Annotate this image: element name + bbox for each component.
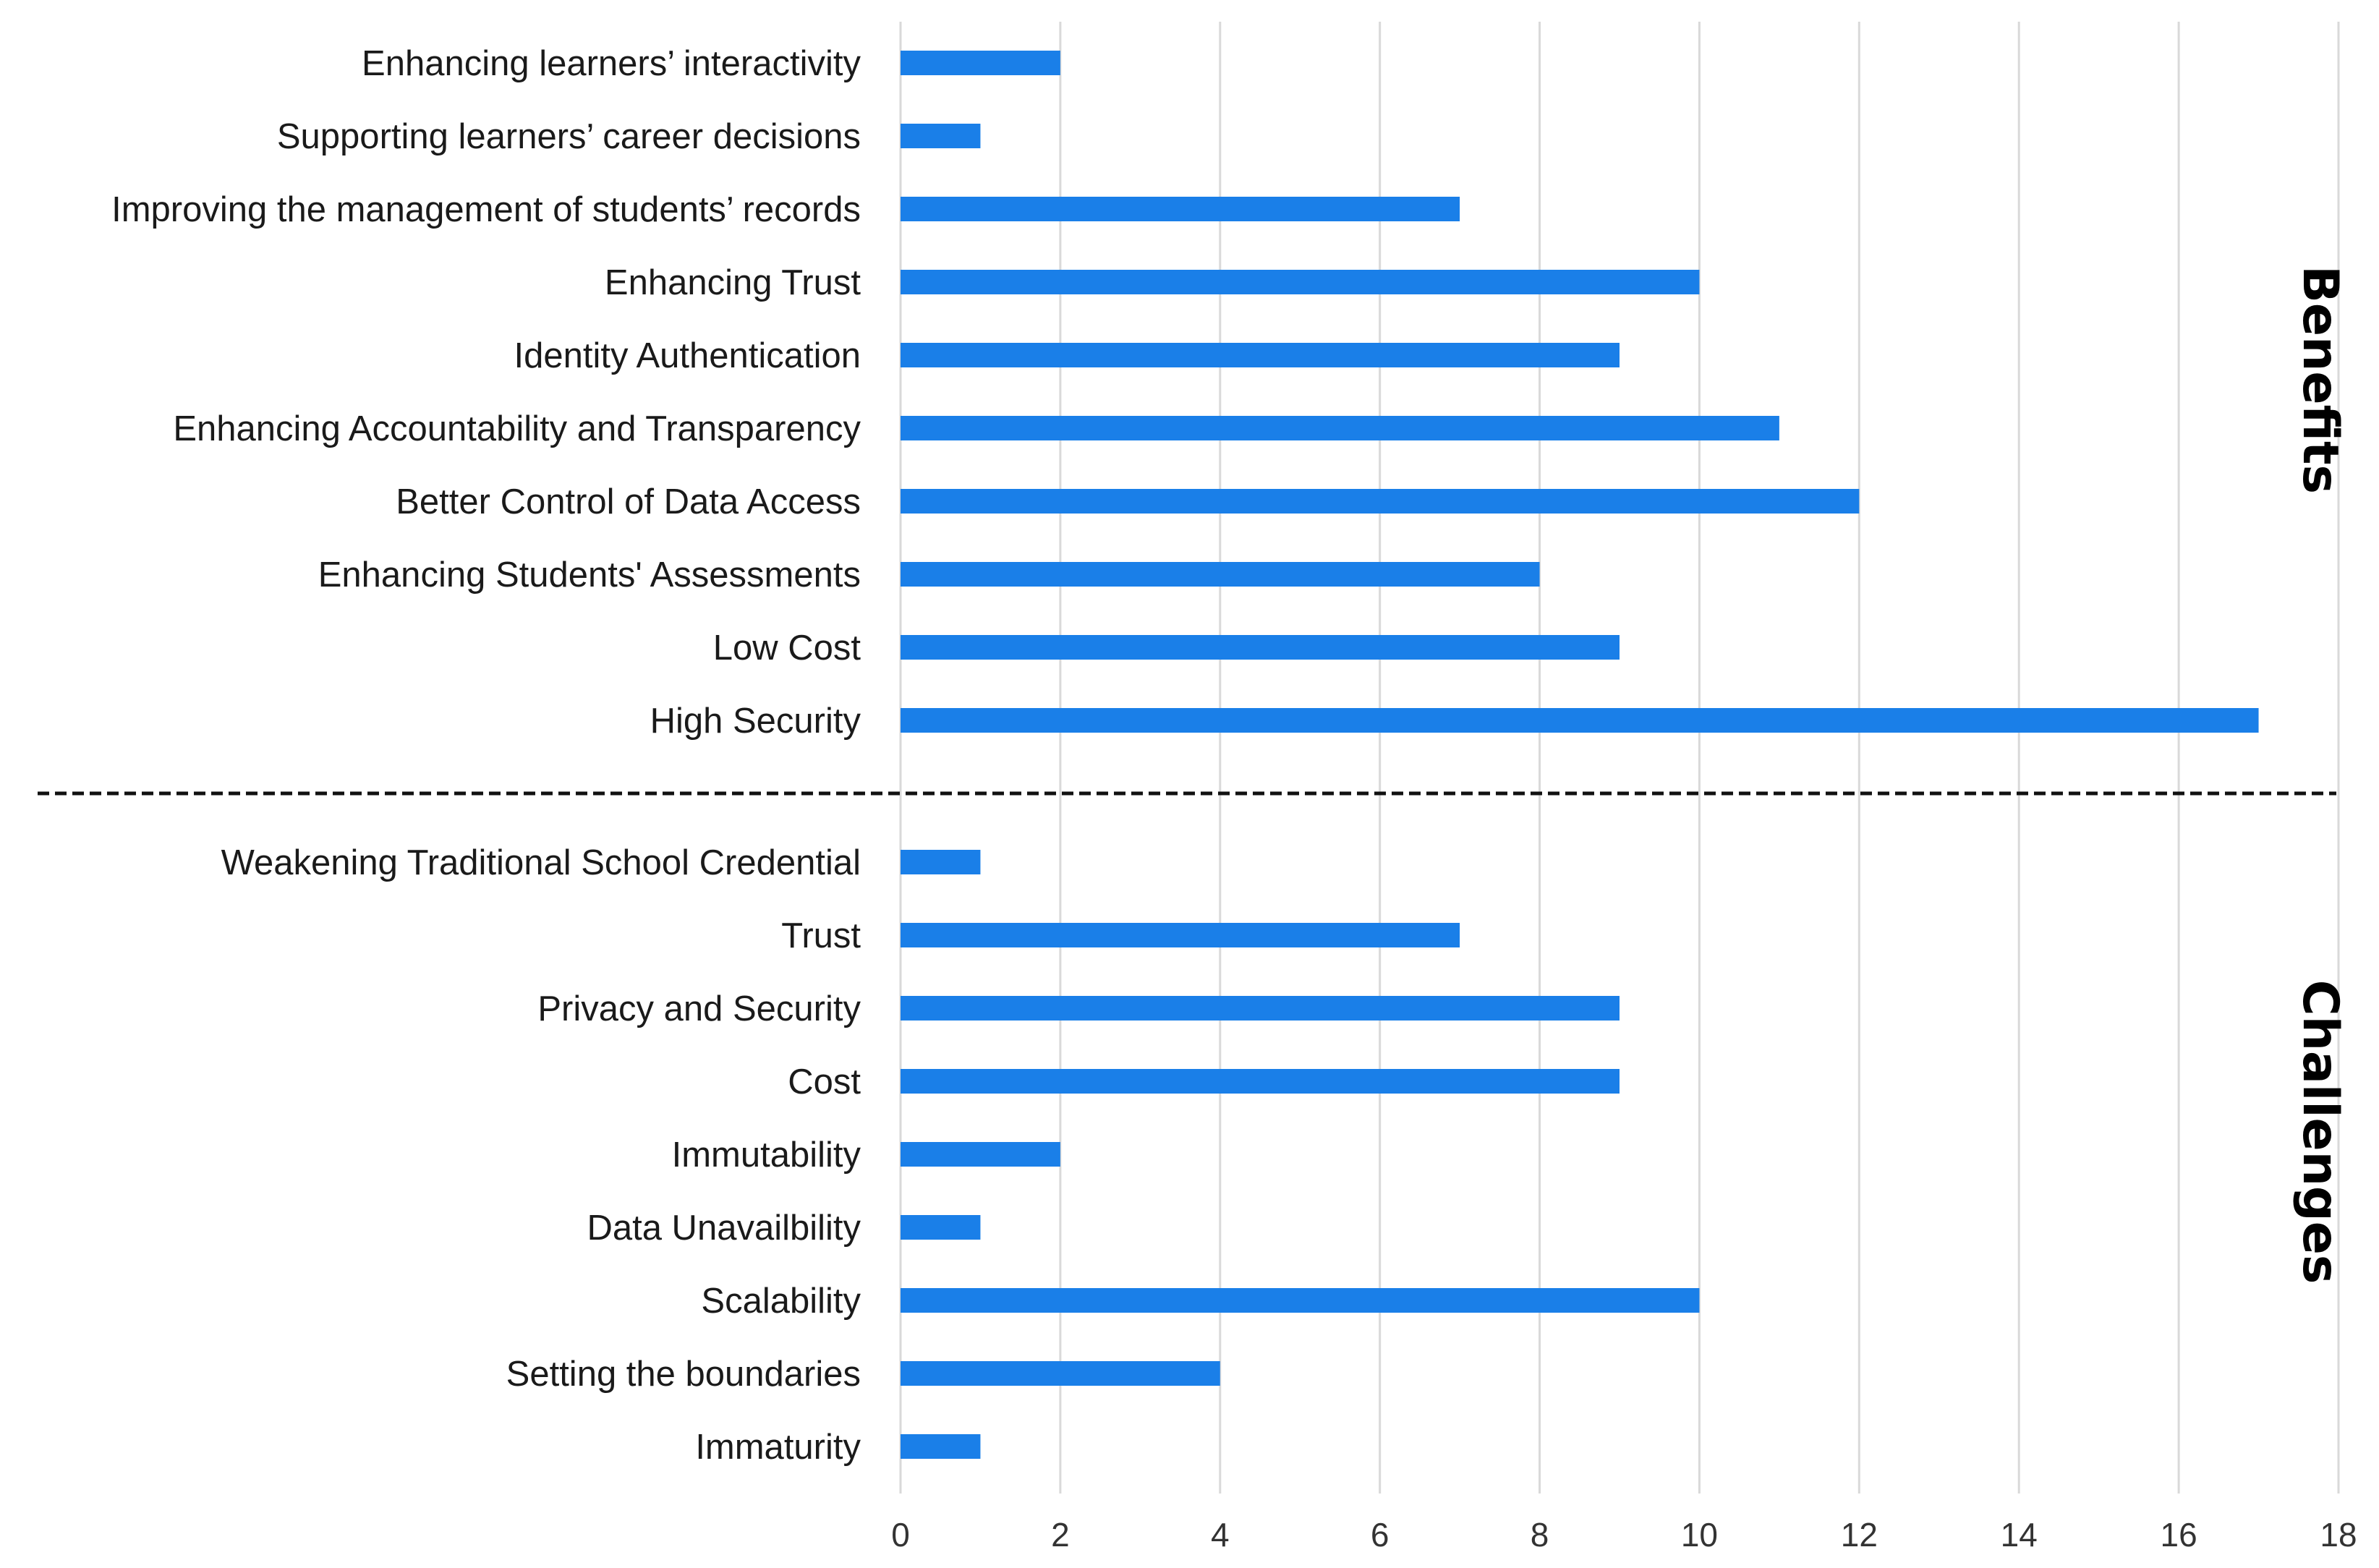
bar-challenges-4	[901, 1142, 1060, 1167]
bar-challenges-3	[901, 1069, 1620, 1094]
category-label-challenges-4: Immutability	[672, 1135, 861, 1175]
bar-challenges-7	[901, 1361, 1220, 1386]
x-tick-label-10: 10	[1681, 1516, 1718, 1554]
x-tick-label-4: 4	[1211, 1516, 1230, 1554]
bar-benefits-8	[901, 635, 1620, 660]
category-label-benefits-4: Identity Authentication	[514, 336, 861, 375]
category-label-benefits-7: Enhancing Students' Assessments	[318, 555, 861, 595]
x-tick-label-6: 6	[1371, 1516, 1389, 1554]
group-label-challenges: Challenges	[2291, 980, 2349, 1284]
category-label-benefits-5: Enhancing Accountability and Transparenc…	[173, 409, 861, 448]
x-axis-ticks: 0 2 4 6 8 10 12 14 16 18	[891, 1516, 2357, 1554]
category-label-benefits-0: Enhancing learners’ interactivity	[362, 44, 861, 83]
gridlines	[899, 22, 2340, 1494]
bar-benefits-9	[901, 708, 2259, 733]
bar-benefits-7	[901, 562, 1540, 587]
x-tick-label-16: 16	[2161, 1516, 2197, 1554]
bar-benefits-3	[901, 270, 1700, 294]
x-tick-label-14: 14	[2001, 1516, 2038, 1554]
x-tick-label-18: 18	[2320, 1516, 2357, 1554]
category-label-challenges-7: Setting the boundaries	[506, 1355, 861, 1394]
x-tick-label-0: 0	[891, 1516, 910, 1554]
bar-challenges-2	[901, 996, 1620, 1021]
category-label-challenges-0: Weakening Traditional School Credential	[221, 843, 861, 882]
group-label-benefits: Benefits	[2291, 265, 2349, 494]
bar-benefits-2	[901, 197, 1460, 221]
category-label-challenges-2: Privacy and Security	[537, 989, 861, 1028]
bar-benefits-6	[901, 489, 1860, 514]
category-label-benefits-6: Better Control of Data Access	[396, 482, 861, 521]
bars	[901, 51, 2259, 1459]
category-label-benefits-8: Low Cost	[713, 629, 861, 668]
bar-challenges-1	[901, 923, 1460, 947]
bar-benefits-5	[901, 416, 1779, 440]
category-label-benefits-2: Improving the management of students’ re…	[111, 190, 861, 229]
bar-benefits-4	[901, 343, 1620, 367]
category-label-challenges-3: Cost	[788, 1062, 861, 1102]
bar-benefits-0	[901, 51, 1060, 75]
category-label-benefits-3: Enhancing Trust	[605, 263, 861, 302]
bar-challenges-5	[901, 1215, 981, 1240]
x-tick-label-8: 8	[1531, 1516, 1549, 1554]
bar-challenges-6	[901, 1288, 1700, 1313]
category-label-benefits-1: Supporting learners’ career decisions	[277, 117, 861, 156]
bar-challenges-0	[901, 850, 981, 874]
category-label-challenges-1: Trust	[781, 916, 861, 955]
category-label-benefits-9: High Security	[650, 702, 861, 741]
bar-challenges-8	[901, 1434, 981, 1459]
category-label-challenges-6: Scalability	[701, 1282, 861, 1321]
category-label-challenges-5: Data Unavailbility	[587, 1209, 861, 1248]
category-labels: Enhancing learners’ interactivity Support…	[111, 44, 861, 1467]
category-label-challenges-8: Immaturity	[695, 1428, 861, 1467]
x-tick-label-2: 2	[1051, 1516, 1070, 1554]
bar-benefits-1	[901, 124, 981, 148]
x-tick-label-12: 12	[1841, 1516, 1878, 1554]
